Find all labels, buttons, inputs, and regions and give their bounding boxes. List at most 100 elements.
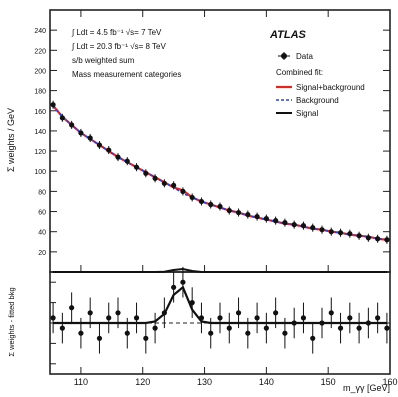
residual-data-point: [96, 335, 103, 341]
background-curve: [52, 105, 387, 241]
residual-data-point: [375, 315, 381, 321]
residual-data-point: [59, 325, 65, 331]
data-point: [143, 170, 149, 176]
main-y-tick-label: 20: [38, 250, 46, 257]
residual-data-point: [356, 325, 362, 331]
data-point: [152, 175, 158, 181]
main-y-tick-label: 40: [38, 230, 46, 237]
data-point: [356, 233, 362, 239]
residual-data-point: [365, 320, 371, 326]
data-point: [282, 220, 288, 226]
lumi-8tev-label: ∫ Ldt = 20.3 fb⁻¹ √s= 8 TeV: [71, 42, 166, 51]
data-point: [189, 194, 195, 201]
main-y-tick-label: 240: [34, 28, 46, 35]
residual-data-point: [300, 315, 307, 321]
residual-data-point: [124, 330, 130, 336]
data-point: [50, 102, 56, 108]
main-y-tick-label: 140: [34, 129, 46, 136]
residual-data-point: [319, 320, 325, 326]
data-point: [96, 142, 103, 148]
data-point: [319, 227, 325, 233]
data-point: [347, 231, 353, 237]
residual-data-point: [347, 315, 353, 321]
residual-data-point: [235, 310, 242, 316]
x-tick-label: 120: [135, 377, 150, 387]
residual-data-point: [226, 325, 232, 331]
y-axis-label-residual: Σ weights - fitted bkg: [7, 287, 16, 356]
data-point: [106, 147, 112, 153]
residual-data-point: [384, 325, 390, 331]
residual-data-point: [106, 315, 112, 321]
residual-data-point: [143, 335, 149, 341]
residual-data-point: [310, 335, 316, 341]
atlas-label: ATLAS: [269, 29, 307, 41]
residual-data-point: [245, 330, 251, 336]
legend-combined-header: Combined fit:: [276, 68, 323, 77]
x-tick-label: 140: [259, 377, 274, 387]
signal-curve-main: [53, 267, 387, 273]
residual-data-point: [152, 325, 158, 331]
residual-data-point: [328, 310, 334, 316]
residual-data-point: [161, 310, 167, 316]
data-point: [384, 237, 390, 243]
main-y-tick-label: 80: [38, 189, 46, 196]
data-point: [300, 223, 307, 229]
data-point: [133, 164, 140, 170]
categories-label: Mass measurement categories: [72, 70, 181, 79]
legend-signal-background-label: Signal+background: [296, 83, 365, 92]
legend: Data Combined fit: Signal+background Bac…: [276, 52, 365, 118]
residual-data-point: [198, 315, 205, 321]
data-point: [273, 218, 279, 224]
residual-data-point: [115, 310, 121, 316]
signal-background-curve: [52, 104, 388, 241]
data-point: [180, 188, 186, 194]
x-tick-label: 110: [74, 377, 88, 387]
residual-data-point: [208, 330, 214, 336]
data-point: [235, 209, 242, 216]
main-y-tick-label: 200: [34, 68, 46, 75]
residual-data-point: [263, 325, 269, 331]
data-point: [245, 211, 251, 218]
x-axis-label: m_γγ [GeV]: [343, 383, 390, 393]
legend-signal-label: Signal: [296, 109, 318, 118]
main-axis-ticks: 20 40 60 80 100 120 140 160 180 200 220 240: [34, 10, 391, 272]
legend-data-marker: [281, 53, 287, 59]
data-points-main: [50, 100, 390, 244]
data-point: [87, 135, 93, 141]
data-point: [78, 130, 84, 136]
data-point: [198, 198, 205, 205]
main-y-tick-label: 100: [34, 169, 46, 176]
residual-axis-ticks: 110 120 130 140 150 160: [50, 281, 398, 387]
main-y-tick-label: 160: [34, 109, 46, 116]
data-point: [365, 235, 371, 241]
residual-data-point: [282, 330, 288, 336]
data-point: [115, 154, 121, 160]
main-y-tick-label: 120: [34, 149, 46, 156]
x-tick-label: 160: [382, 377, 397, 387]
main-y-tick-label: 60: [38, 210, 46, 217]
residual-data-point: [133, 315, 140, 321]
residual-data-point: [217, 315, 223, 321]
residual-data-point: [273, 310, 279, 316]
residual-data-point: [180, 279, 186, 285]
residual-data-point: [171, 284, 177, 290]
data-point: [328, 229, 334, 235]
data-point: [375, 236, 381, 242]
weighted-sum-label: s/b weighted sum: [72, 56, 135, 65]
data-point: [254, 213, 260, 220]
lumi-7tev-label: ∫ Ldt = 4.5 fb⁻¹ √s= 7 TeV: [71, 28, 162, 37]
x-tick-label: 150: [321, 377, 336, 387]
data-point: [263, 215, 269, 222]
legend-data-label: Data: [296, 52, 313, 61]
residual-data-point: [291, 320, 297, 326]
x-tick-label: 130: [197, 377, 212, 387]
data-point: [291, 222, 297, 228]
data-point: [171, 182, 177, 188]
data-point: [310, 225, 316, 231]
residual-data-point: [337, 325, 344, 331]
data-point: [69, 122, 75, 128]
residual-data-point: [254, 315, 260, 321]
data-points-residual: [50, 266, 390, 354]
data-point: [124, 158, 130, 164]
